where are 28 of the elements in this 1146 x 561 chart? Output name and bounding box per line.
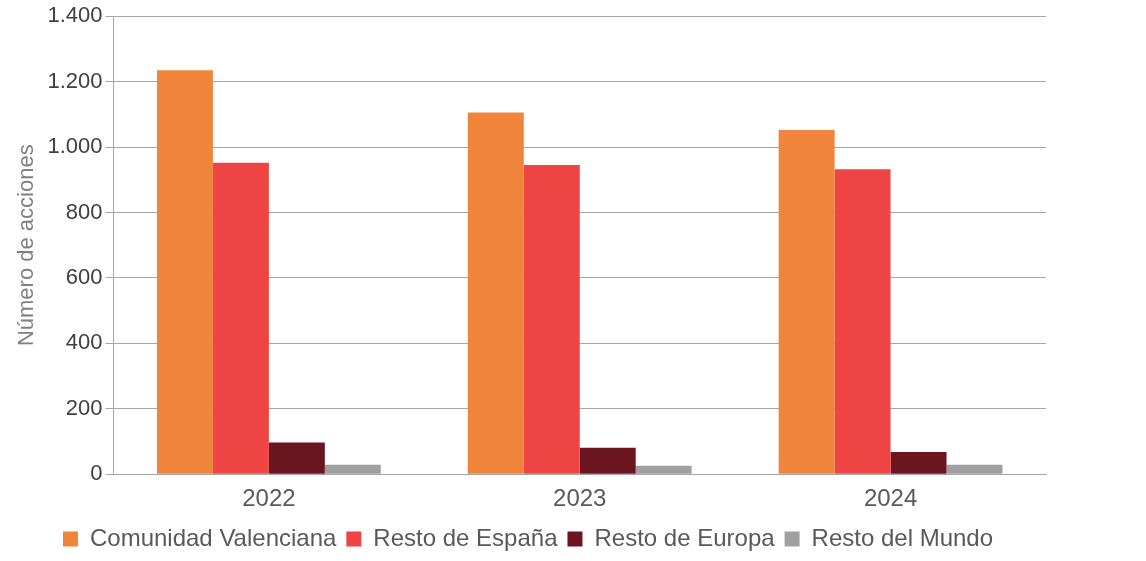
legend-label: Comunidad Valenciana [89,523,337,551]
bar [579,447,636,474]
x-tick-label: 2023 [553,484,607,512]
y-tick-label: 200 [65,394,103,420]
y-axis-title: Número de acciones [13,144,39,347]
x-tick-label: 2024 [863,484,918,512]
legend-label: Resto del Mundo [811,523,994,551]
bar [834,169,891,474]
y-tick-label: 0 [90,460,103,486]
y-tick-label: 1.000 [47,133,103,159]
bar [268,442,325,474]
x-tick-label: 2022 [242,484,296,512]
y-tick-label: 1.400 [47,2,103,28]
bar [523,165,580,474]
legend-label: Resto de Europa [594,523,776,551]
y-tick-label: 1.200 [47,67,103,93]
bar [324,464,381,474]
bar [890,451,947,474]
y-tick-label: 800 [65,198,103,224]
y-tick-label: 600 [65,263,103,289]
bar [635,465,692,474]
bar [946,464,1003,474]
legend-label: Resto de España [373,523,559,551]
bar [778,130,835,474]
bar [467,112,524,474]
bar [212,162,269,474]
y-tick-label: 400 [65,329,103,355]
bar [156,70,213,474]
